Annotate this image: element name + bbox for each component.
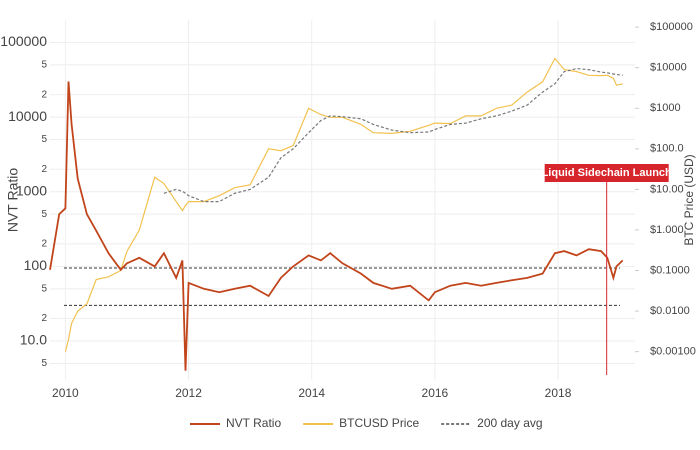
y2-tick-label: $100.0 <box>650 143 684 155</box>
y2-tick-label: $100000 <box>650 21 693 33</box>
y-tick-label: 5 <box>41 209 47 220</box>
annotation-box <box>544 164 669 182</box>
y2-tick-label: $10.00 <box>650 183 684 195</box>
y-tick-label: 5 <box>41 358 47 369</box>
x-tick-label: 2012 <box>175 386 202 400</box>
series-line <box>163 67 623 203</box>
y-tick-label: 5 <box>41 60 47 71</box>
y-axis-title: NVT Ratio <box>5 168 21 233</box>
legend-item: NVT Ratio <box>190 416 281 430</box>
y2-tick-label: $0.0100 <box>650 305 690 317</box>
y-tick-label: 5 <box>41 134 47 145</box>
y2-axis-title: BTC Price (USD) <box>682 154 696 245</box>
y-tick-label: 1000 <box>16 182 47 198</box>
y-tick-label: 10.0 <box>20 332 47 348</box>
y2-tick-label: $10000 <box>650 62 687 74</box>
y-tick-label: 100000 <box>0 33 47 49</box>
series-line <box>49 81 624 371</box>
y2-tick-label: $0.1000 <box>650 264 690 276</box>
y-tick-label: 2 <box>41 313 47 324</box>
y2-tick-label: $0.00100 <box>650 346 696 358</box>
y-tick-label: 2 <box>41 239 47 250</box>
series-line <box>64 57 623 352</box>
x-tick-label: 2014 <box>298 386 325 400</box>
legend-item: BTCUSD Price <box>303 416 419 430</box>
y-tick-label: 2 <box>41 164 47 175</box>
x-tick-label: 2018 <box>545 386 572 400</box>
x-tick-label: 2016 <box>422 386 449 400</box>
y2-tick-label: $1.000 <box>650 224 684 236</box>
legend-label: BTCUSD Price <box>339 416 419 430</box>
legend-label: 200 day avg <box>477 416 542 430</box>
x-tick-label: 2010 <box>52 386 79 400</box>
y2-tick-label: $1000 <box>650 102 681 114</box>
legend-label: NVT Ratio <box>226 416 281 430</box>
y-tick-label: 100 <box>24 257 48 273</box>
y-tick-label: 5 <box>41 283 47 294</box>
legend-item: 200 day avg <box>441 416 543 430</box>
y-tick-label: 2 <box>41 89 47 100</box>
annotation-text: Liquid Sidechain Launch <box>542 167 672 179</box>
y-tick-label: 10000 <box>8 108 47 124</box>
